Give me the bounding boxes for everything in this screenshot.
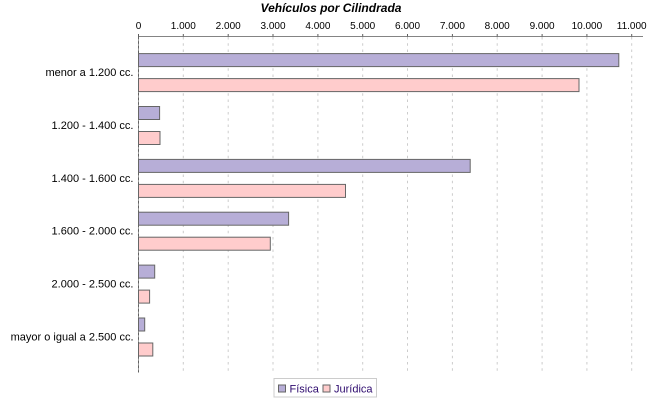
svg-text:Jurídica: Jurídica <box>334 384 373 396</box>
svg-text:11.000: 11.000 <box>617 21 647 32</box>
svg-text:3.000: 3.000 <box>260 21 285 32</box>
svg-text:Vehículos por Cilindrada: Vehículos por Cilindrada <box>261 1 402 15</box>
svg-text:2.000: 2.000 <box>216 21 241 32</box>
svg-text:1.400 - 1.600 cc.: 1.400 - 1.600 cc. <box>52 173 134 185</box>
svg-text:4.000: 4.000 <box>305 21 330 32</box>
svg-text:1.200 - 1.400 cc.: 1.200 - 1.400 cc. <box>52 120 134 132</box>
svg-text:menor a 1.200 cc.: menor a 1.200 cc. <box>45 67 133 79</box>
svg-text:6.000: 6.000 <box>395 21 420 32</box>
svg-text:5.000: 5.000 <box>350 21 375 32</box>
svg-text:1.000: 1.000 <box>171 21 196 32</box>
svg-text:Física: Física <box>290 384 320 396</box>
svg-text:2.000 - 2.500 cc.: 2.000 - 2.500 cc. <box>52 279 134 291</box>
svg-text:1.600 - 2.000 cc.: 1.600 - 2.000 cc. <box>52 226 134 238</box>
svg-text:8.000: 8.000 <box>485 21 510 32</box>
svg-text:mayor o igual a 2.500 cc.: mayor o igual a 2.500 cc. <box>11 331 134 343</box>
svg-text:10.000: 10.000 <box>572 21 603 32</box>
svg-text:0: 0 <box>136 21 142 32</box>
svg-text:7.000: 7.000 <box>440 21 465 32</box>
svg-text:9.000: 9.000 <box>530 21 555 32</box>
